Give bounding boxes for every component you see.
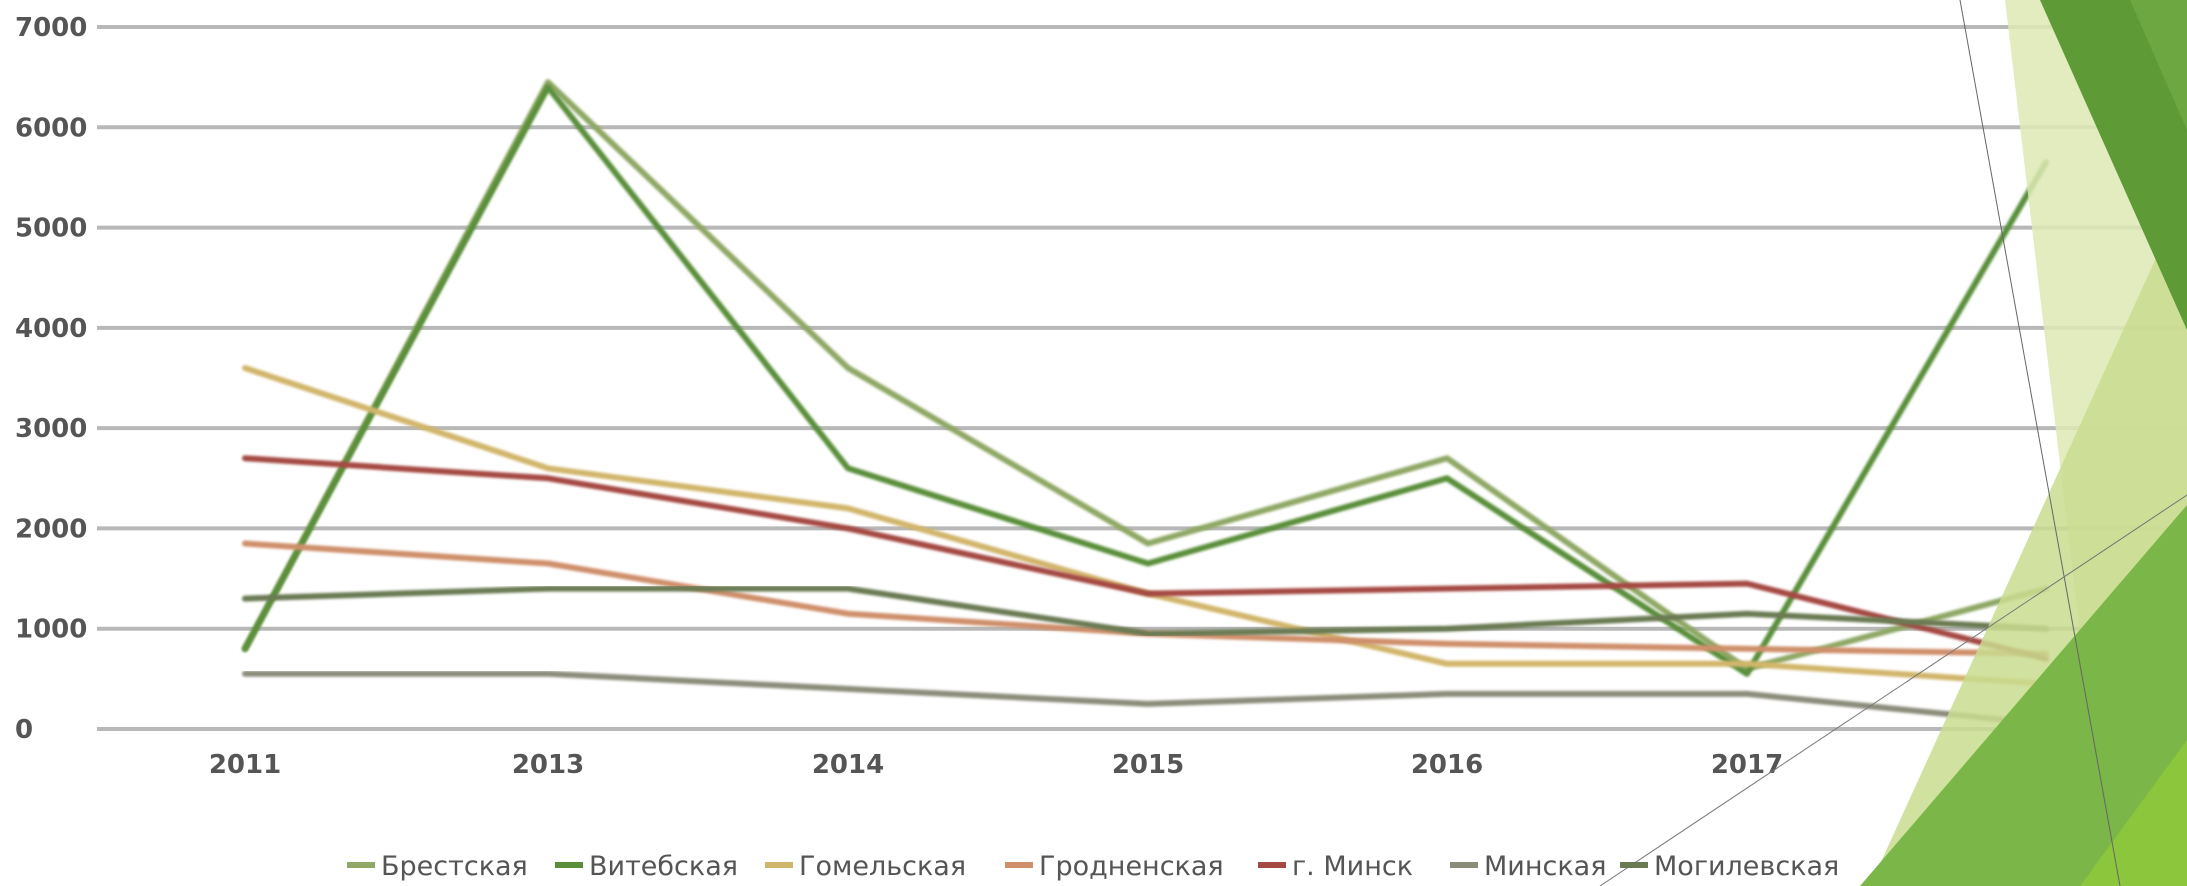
y-axis-ticks: 0 1000 2000 3000 4000 5000 6000 7000 xyxy=(15,13,87,745)
legend-label: Витебская xyxy=(589,851,738,882)
legend-label: Брестская xyxy=(381,851,528,882)
gridlines xyxy=(97,25,2187,731)
deco-thin-line-2 xyxy=(1599,494,2187,886)
x-axis-ticks: 2011201320142015201620172018 xyxy=(209,750,2082,780)
deco-dark-triangle xyxy=(2040,0,2187,330)
deco-bottom-green xyxy=(1860,505,2187,886)
x-tick-label: 2016 xyxy=(1411,750,1483,780)
series-line-4 xyxy=(242,455,2049,662)
series-line-6 xyxy=(242,585,2049,637)
y-tick-label: 2000 xyxy=(15,514,87,544)
series-line-1 xyxy=(242,84,2049,677)
y-tick-label: 0 xyxy=(15,715,33,745)
y-tick-label: 1000 xyxy=(15,615,87,645)
series-lines xyxy=(242,79,2049,727)
decorative-corner-shapes xyxy=(1599,0,2187,886)
legend-label: г. Минск xyxy=(1292,851,1413,882)
series-line-0 xyxy=(242,79,2049,672)
series-line-5 xyxy=(242,670,2049,727)
x-tick-label: 2017 xyxy=(1711,750,1783,780)
legend-label: Минская xyxy=(1484,851,1606,882)
y-tick-label: 3000 xyxy=(15,414,87,444)
legend: Брестская Витебская Гомельская Гродненская г… xyxy=(347,851,1839,882)
x-tick-label: 2013 xyxy=(512,750,584,780)
y-tick-label: 5000 xyxy=(15,214,87,244)
x-tick-label: 2011 xyxy=(209,750,281,780)
deco-mid-triangle xyxy=(2130,0,2187,130)
deco-thin-line-1 xyxy=(1959,0,2121,886)
y-tick-label: 6000 xyxy=(15,113,87,143)
x-tick-label: 2014 xyxy=(812,750,884,780)
legend-label: Гродненская xyxy=(1039,851,1224,882)
deco-bottom-dark xyxy=(2080,740,2187,886)
y-tick-label: 4000 xyxy=(15,314,87,344)
legend-label: Могилевская xyxy=(1654,851,1839,882)
legend-label: Гомельская xyxy=(799,851,966,882)
x-tick-label: 2015 xyxy=(1112,750,1184,780)
y-tick-label: 7000 xyxy=(15,13,87,43)
